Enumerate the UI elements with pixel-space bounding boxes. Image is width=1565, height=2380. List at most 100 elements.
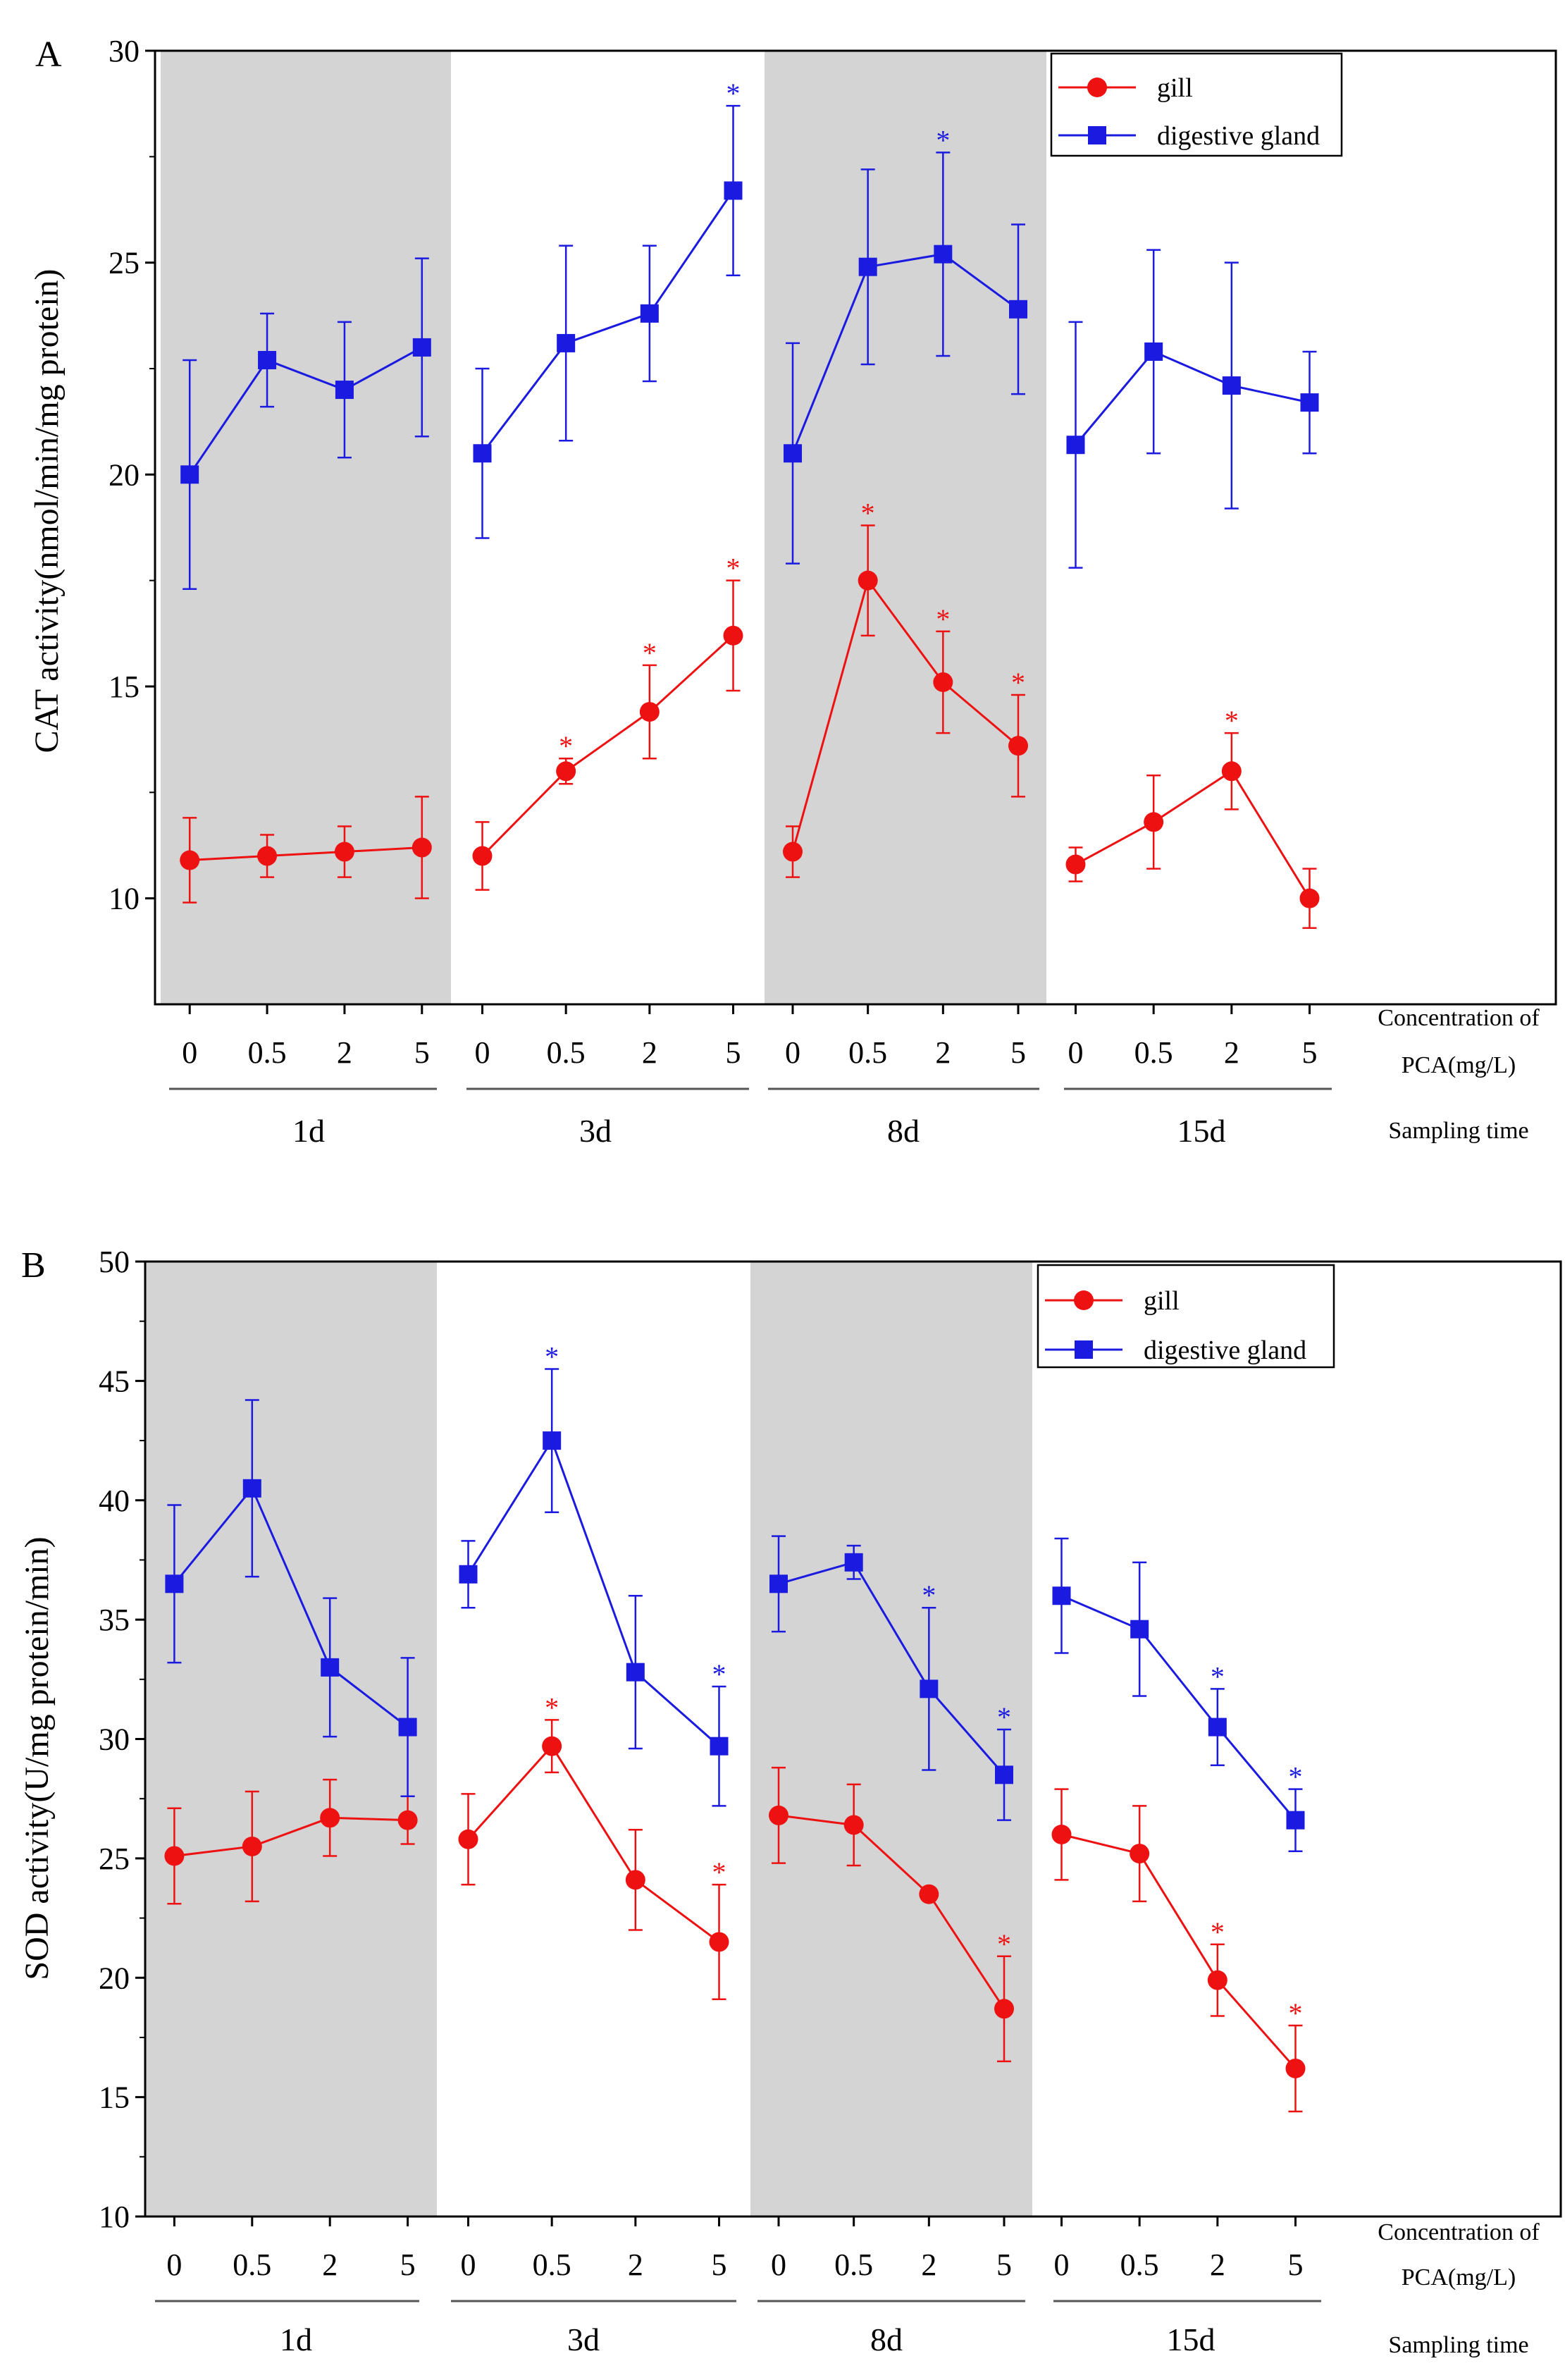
data-point-digestive-gland: [242, 1479, 261, 1498]
series-line-circle: [1075, 770, 1311, 899]
panel-a-shading: [161, 51, 1046, 1004]
x-tick-label: 2: [921, 2248, 936, 2282]
significance-marker: *: [1225, 705, 1239, 736]
data-point-gill: [639, 702, 660, 722]
data-point-digestive-gland: [1009, 300, 1027, 319]
y-tick-label: 10: [109, 882, 140, 916]
significance-marker: *: [936, 124, 950, 156]
panel-a-ylabel: CAT activity(nmol/min/mg protein): [28, 269, 66, 753]
data-point-gill: [164, 1846, 185, 1866]
panel-b-ylabel: SOD activity(U/mg protein/min): [18, 1536, 56, 1980]
significance-marker: *: [726, 78, 741, 109]
shaded-band: [145, 1262, 437, 2216]
x-tick-label: 5: [1302, 1035, 1318, 1070]
y-tick-label: 20: [99, 1961, 130, 1995]
data-point-gill: [458, 1829, 478, 1849]
x-tick-label: 5: [1010, 1035, 1026, 1070]
panel-b-legend: gill digestive gland: [1037, 1264, 1335, 1369]
panel-a-chart: A CAT activity(nmol/min/mg protein) 10 15…: [28, 34, 1557, 1149]
group-label: 3d: [567, 2322, 600, 2357]
data-point-digestive-gland: [640, 304, 659, 323]
panel-b-axes: 10 15 20 25 30 35 40 45 50: [99, 1245, 1562, 2234]
sampling-time-label: Sampling time: [1388, 2332, 1528, 2358]
data-point-digestive-gland: [1286, 1811, 1305, 1830]
y-tick-label: 40: [99, 1484, 130, 1518]
legend-label: gill: [1144, 1286, 1180, 1316]
panel-a-legend: gill digestive gland: [1050, 52, 1343, 157]
series-line-circle: [481, 634, 734, 857]
x-tick-label: 2: [322, 2248, 338, 2282]
x-tick-label: 0.5: [547, 1035, 586, 1070]
x-axis-title-line2: PCA(mg/L): [1402, 2264, 1516, 2290]
x-tick-label: 0: [771, 2248, 786, 2282]
data-point-gill: [783, 841, 803, 862]
significance-marker: *: [712, 1856, 726, 1888]
x-tick-label: 0.5: [233, 2248, 271, 2282]
x-tick-label: 2: [935, 1035, 951, 1070]
data-point-digestive-gland: [920, 1679, 939, 1698]
significance-marker: *: [643, 637, 657, 669]
x-tick-label: 5: [400, 2248, 416, 2282]
data-point-digestive-gland: [1130, 1620, 1149, 1639]
x-tick-label: 5: [996, 2248, 1012, 2282]
legend-marker-digestive-gland: [1088, 126, 1106, 144]
data-point-digestive-gland: [258, 350, 277, 369]
panel-b-data: * * * * * * * * * * *: [164, 1340, 1306, 2113]
plot-frame: [154, 49, 1557, 1006]
y-tick-label: 30: [109, 34, 140, 68]
data-point-gill: [334, 841, 354, 862]
x-tick-label: 5: [712, 2248, 727, 2282]
panel-a-data: * * * * * * * * *: [180, 78, 1320, 930]
data-point-digestive-gland: [321, 1658, 340, 1677]
x-tick-label: 2: [1224, 1035, 1239, 1070]
group-label: 15d: [1167, 2322, 1215, 2357]
significance-marker: *: [545, 1340, 559, 1372]
y-tick-label: 10: [99, 2200, 130, 2234]
significance-marker: *: [712, 1658, 726, 1690]
y-tick-label: 25: [109, 246, 140, 280]
significance-marker: *: [545, 1691, 559, 1723]
group-label: 8d: [887, 1113, 920, 1149]
panel-b-x-axis: 0 0.5 2 5 1d 0 0.5 2 5 3d 0 0.5 2 5 8d 0 0.5 2 5 15d Concent…: [155, 2216, 1540, 2358]
group-label: 1d: [292, 1113, 325, 1149]
data-point-gill: [843, 1815, 864, 1835]
data-point-gill: [1130, 1844, 1150, 1864]
y-tick-label: 30: [99, 1722, 130, 1757]
significance-marker: *: [936, 603, 950, 635]
data-point-digestive-gland: [473, 444, 492, 463]
x-axis-title-line1: Concentration of: [1378, 2219, 1540, 2245]
data-point-gill: [180, 850, 200, 870]
series-line-square: [778, 1561, 1006, 1776]
data-point-digestive-gland: [934, 245, 953, 264]
y-tick-label: 35: [99, 1603, 130, 1637]
significance-marker: *: [997, 1928, 1011, 1960]
x-tick-label: 5: [414, 1035, 430, 1070]
series-line-square: [1060, 1594, 1297, 1821]
data-point-gill: [320, 1808, 340, 1828]
data-point-digestive-gland: [165, 1574, 184, 1593]
significance-marker: *: [1211, 1660, 1225, 1692]
data-point-gill: [556, 761, 576, 782]
series-line-circle: [778, 1814, 1006, 2010]
data-point-gill: [1285, 2058, 1306, 2078]
x-tick-label: 0: [182, 1035, 197, 1070]
data-point-gill: [625, 1870, 645, 1890]
x-tick-label: 5: [1288, 2248, 1304, 2282]
data-point-digestive-gland: [995, 1765, 1013, 1784]
group-label: 3d: [579, 1113, 612, 1149]
legend-label: gill: [1157, 73, 1193, 103]
y-tick-label: 25: [99, 1842, 130, 1876]
group-label: 15d: [1177, 1113, 1226, 1149]
data-point-digestive-gland: [769, 1574, 788, 1593]
panel-a-label: A: [35, 35, 62, 75]
data-point-digestive-gland: [858, 257, 877, 276]
x-tick-label: 0: [461, 2248, 476, 2282]
panel-b-shading: [145, 1262, 1032, 2216]
y-tick-label: 15: [109, 670, 140, 704]
x-tick-label: 5: [726, 1035, 741, 1070]
series-line-circle: [190, 846, 422, 862]
data-point-digestive-gland: [1208, 1718, 1227, 1737]
legend-marker-gill: [1074, 1290, 1094, 1310]
x-tick-label: 0.5: [533, 2248, 571, 2282]
